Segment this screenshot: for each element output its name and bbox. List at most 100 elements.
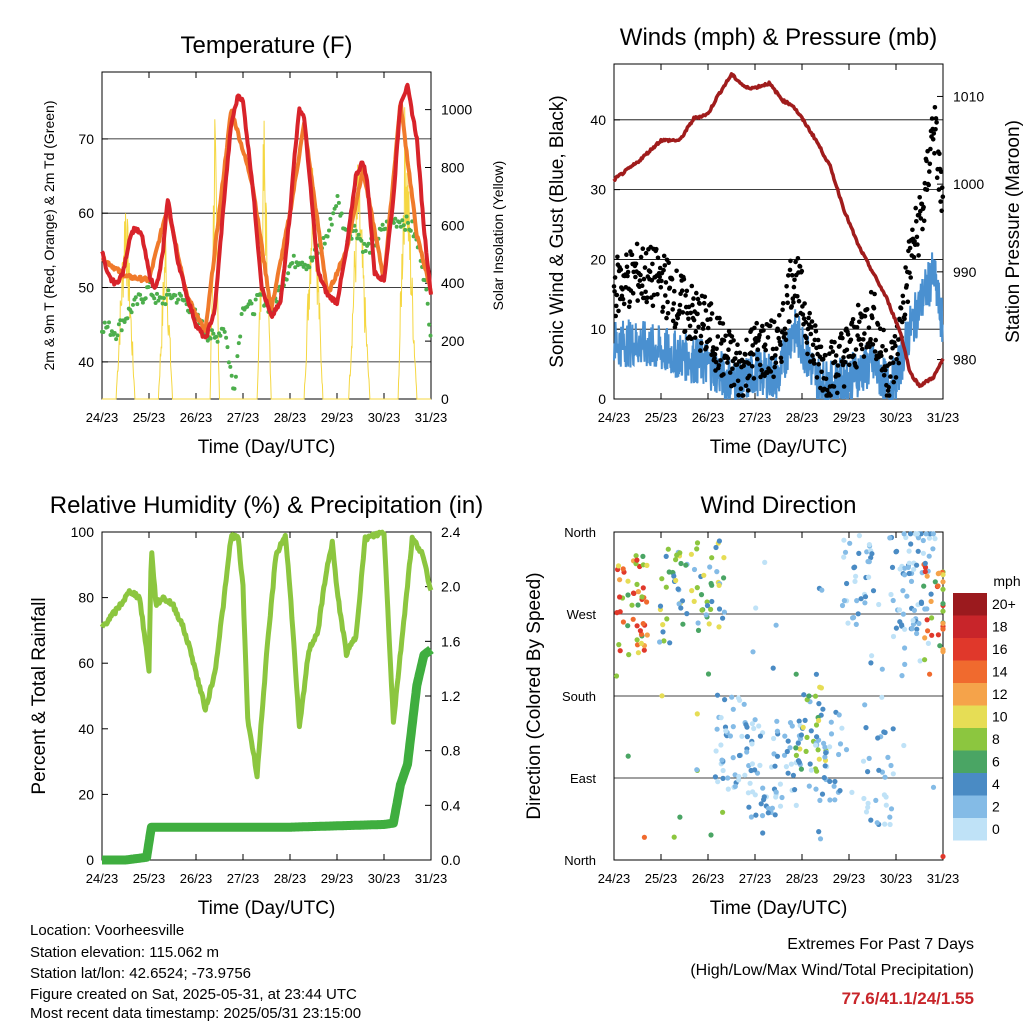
wind-gust-point — [933, 127, 938, 132]
wind-gust-point — [873, 337, 878, 343]
wind-direction-point — [940, 620, 946, 627]
wind-gust-point — [808, 331, 814, 337]
wind-direction-point — [837, 741, 844, 747]
wind-gust-point — [924, 187, 930, 192]
wind-gust-point — [694, 290, 699, 296]
wind-direction-point — [713, 544, 719, 551]
wind-direction-point — [902, 572, 908, 578]
wind-gust-point — [917, 195, 922, 200]
direction-ytick-label: West — [567, 607, 597, 622]
wind-gust-point — [866, 325, 872, 331]
wind-direction-point — [707, 564, 713, 570]
wind-direction-point — [922, 635, 928, 641]
wind-direction-point — [720, 809, 726, 815]
wind-gust-point — [697, 301, 702, 306]
wind-gust-point — [858, 342, 864, 348]
wind-gust-point — [862, 313, 868, 319]
footer-elevation: Station elevation: 115.062 m — [30, 944, 220, 961]
wind-direction-point — [709, 582, 715, 588]
wind-direction-point — [852, 578, 858, 585]
wind-direction-point — [890, 771, 896, 777]
wind-direction-point — [708, 606, 714, 613]
wind-direction-point — [882, 821, 888, 827]
wind-direction-point — [753, 605, 759, 611]
dewpoint-point — [112, 331, 117, 335]
wind-gust-point — [689, 336, 694, 342]
winds-ytick-label: 40 — [590, 112, 606, 128]
dewpoint-point — [210, 328, 214, 333]
dewpoint-point — [356, 232, 361, 237]
wind-direction-point — [722, 697, 728, 703]
wind-gust-point — [734, 362, 740, 367]
wind-gust-point — [832, 339, 837, 345]
wind-direction-point — [760, 785, 766, 791]
wind-direction-point — [698, 592, 705, 598]
wind-direction-point — [855, 611, 861, 617]
wind-gust-point — [754, 320, 759, 326]
wind-direction-point — [671, 573, 677, 579]
wind-direction-point — [699, 607, 705, 613]
wind-gust-point — [870, 342, 876, 347]
wind-gust-point — [643, 250, 649, 256]
dewpoint-point — [229, 373, 234, 378]
wind-gust-point — [816, 362, 821, 367]
wind-direction-point — [917, 658, 923, 664]
dewpoint-point — [428, 333, 433, 338]
wind-direction-point — [929, 632, 935, 638]
dewpoint-point — [138, 292, 143, 297]
wind-direction-point — [634, 623, 640, 629]
dewpoint-point — [291, 253, 296, 258]
wind-direction-point — [718, 742, 724, 748]
wind-direction-point — [722, 724, 729, 730]
wind-gust-point — [645, 295, 650, 301]
direction-legend-swatch — [953, 660, 987, 683]
dewpoint-point — [224, 335, 229, 340]
wind-direction-point — [635, 589, 642, 595]
wind-gust-point — [902, 316, 907, 322]
wind-gust-point — [620, 287, 625, 292]
wind-gust-point — [886, 384, 891, 390]
temperature-xlabel: Time (Day/UTC) — [198, 437, 336, 458]
wind-direction-point — [915, 535, 922, 541]
wind-gust-point — [910, 227, 915, 233]
wind-direction-point — [928, 591, 934, 597]
wind-direction-point — [896, 607, 903, 613]
wind-gust-point — [802, 301, 807, 306]
wind-gust-point — [893, 375, 899, 380]
direction-legend-swatch — [953, 593, 987, 616]
dewpoint-point — [225, 345, 230, 350]
dewpoint-point — [135, 302, 140, 307]
wind-direction-point — [659, 576, 665, 582]
wind-gust-point — [855, 333, 860, 338]
wind-gust-point — [721, 372, 726, 377]
wind-gust-point — [682, 328, 688, 334]
wind-direction-point — [638, 640, 645, 647]
wind-gust-point — [626, 304, 632, 310]
wind-gust-point — [658, 285, 664, 290]
wind-direction-point — [839, 725, 845, 731]
direction-legend-label: 6 — [992, 754, 1000, 770]
extremes-subtitle: (High/Low/Max Wind/Total Precipitation) — [690, 962, 974, 979]
wind-gust-point — [883, 367, 888, 373]
wind-direction-point — [634, 642, 641, 648]
direction-legend-swatch — [953, 615, 987, 638]
wind-direction-point — [625, 578, 631, 584]
wind-gust-point — [762, 373, 767, 379]
wind-gust-point — [891, 379, 896, 385]
dewpoint-point — [205, 338, 210, 343]
wind-direction-point — [617, 648, 623, 654]
wind-gust-point — [672, 288, 677, 294]
wind-direction-point — [841, 554, 847, 560]
wind-gust-point — [907, 270, 912, 276]
wind-direction-point — [625, 592, 631, 598]
wind-direction-point — [765, 810, 771, 816]
wind-direction-point — [816, 829, 822, 835]
wind-direction-point — [716, 538, 723, 544]
wind-direction-point — [823, 750, 829, 756]
footer-latlon: Station lat/lon: 42.6524; -73.9756 — [30, 965, 252, 982]
dewpoint-point — [115, 333, 120, 338]
wind-direction-point — [765, 805, 772, 812]
humidity-y2tick-label: 2.0 — [441, 579, 461, 595]
wind-gust-point — [780, 301, 786, 306]
wind-direction-point — [910, 617, 916, 624]
